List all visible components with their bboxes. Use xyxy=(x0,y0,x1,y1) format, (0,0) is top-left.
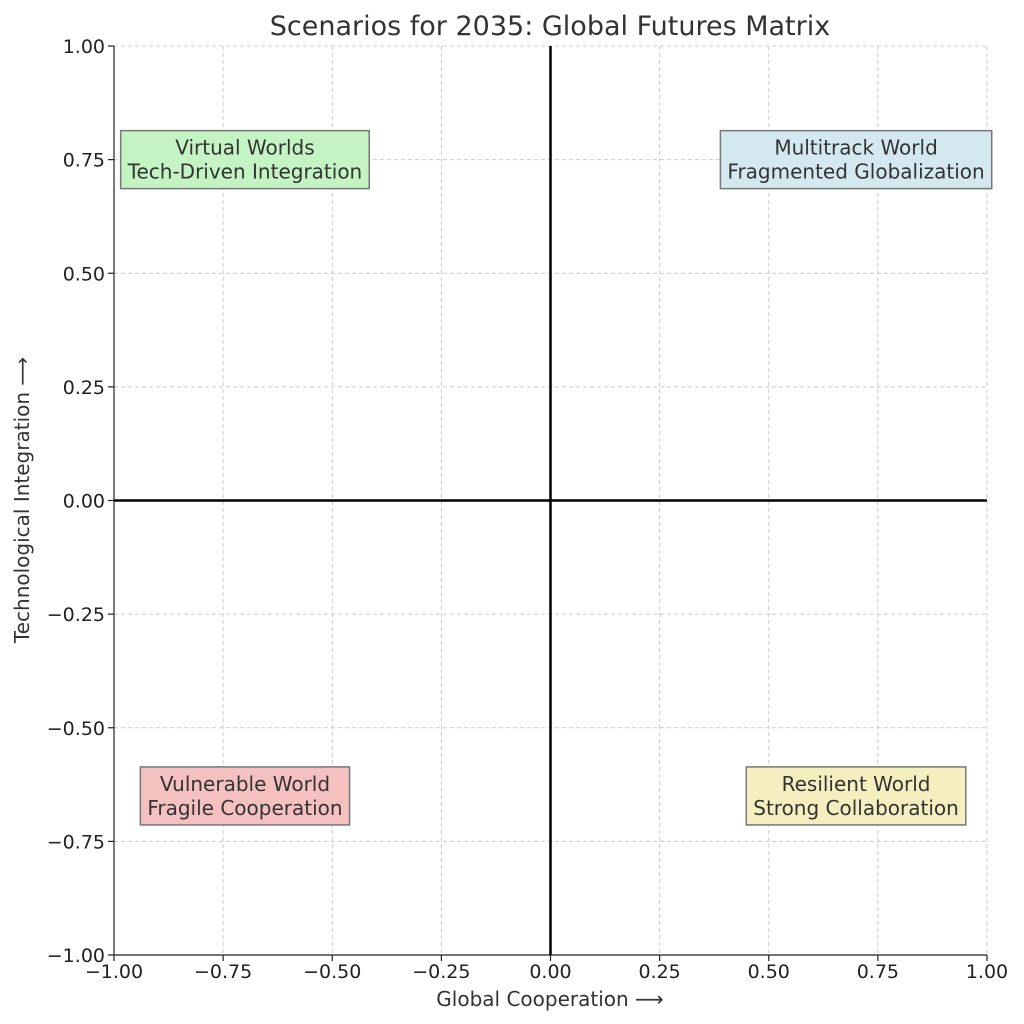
annotation-box xyxy=(139,766,351,826)
y-tick-label: 0.75 xyxy=(63,150,105,172)
x-tick-label: 0.75 xyxy=(857,961,899,983)
annotation-box xyxy=(745,766,967,826)
x-tick-label: −0.50 xyxy=(303,961,361,983)
y-tick-label: −0.25 xyxy=(47,604,105,626)
annotation-text: Tech-Driven Integration xyxy=(127,160,363,184)
y-ticks: −1.00 −0.75 −0.50 −0.25 0.00 0.25 0.50 0.75 1.00 xyxy=(47,36,114,967)
x-tick-label: −0.25 xyxy=(412,961,470,983)
x-ticks: −1.00 −0.75 −0.50 −0.25 0.00 0.25 0.50 0.75 1.00 xyxy=(85,955,1008,983)
annotation-text: Vulnerable World xyxy=(160,772,330,796)
y-tick-label: −0.75 xyxy=(47,831,105,853)
x-tick-label: 1.00 xyxy=(966,961,1008,983)
y-axis-label: Technological Integration ⟶ xyxy=(10,357,34,644)
y-tick-label: 1.00 xyxy=(63,36,105,58)
x-tick-label: 0.25 xyxy=(638,961,680,983)
reference-lines xyxy=(114,46,987,955)
chart-title: Scenarios for 2035: Global Futures Matri… xyxy=(270,11,830,42)
y-tick-label: 0.25 xyxy=(63,377,105,399)
y-tick-label: 0.00 xyxy=(63,491,105,513)
x-tick-label: −0.75 xyxy=(194,961,252,983)
annotation-text: Virtual Worlds xyxy=(175,136,314,160)
annotation-box xyxy=(119,129,370,190)
y-tick-label: 0.50 xyxy=(63,263,105,285)
annotation-box xyxy=(719,129,993,190)
annotation-text: Multitrack World xyxy=(774,136,937,160)
y-tick-label: −1.00 xyxy=(47,945,105,967)
x-tick-label: 0.50 xyxy=(748,961,790,983)
annotation-text: Resilient World xyxy=(782,772,931,796)
x-tick-label: −1.00 xyxy=(85,961,143,983)
annotation-text: Fragmented Globalization xyxy=(727,160,984,184)
x-tick-label: 0.00 xyxy=(529,961,571,983)
annotation-text: Strong Collaboration xyxy=(753,796,959,820)
annotation-text: Fragile Cooperation xyxy=(147,796,342,820)
y-tick-label: −0.50 xyxy=(47,718,105,740)
x-axis-label: Global Cooperation ⟶ xyxy=(436,987,663,1011)
